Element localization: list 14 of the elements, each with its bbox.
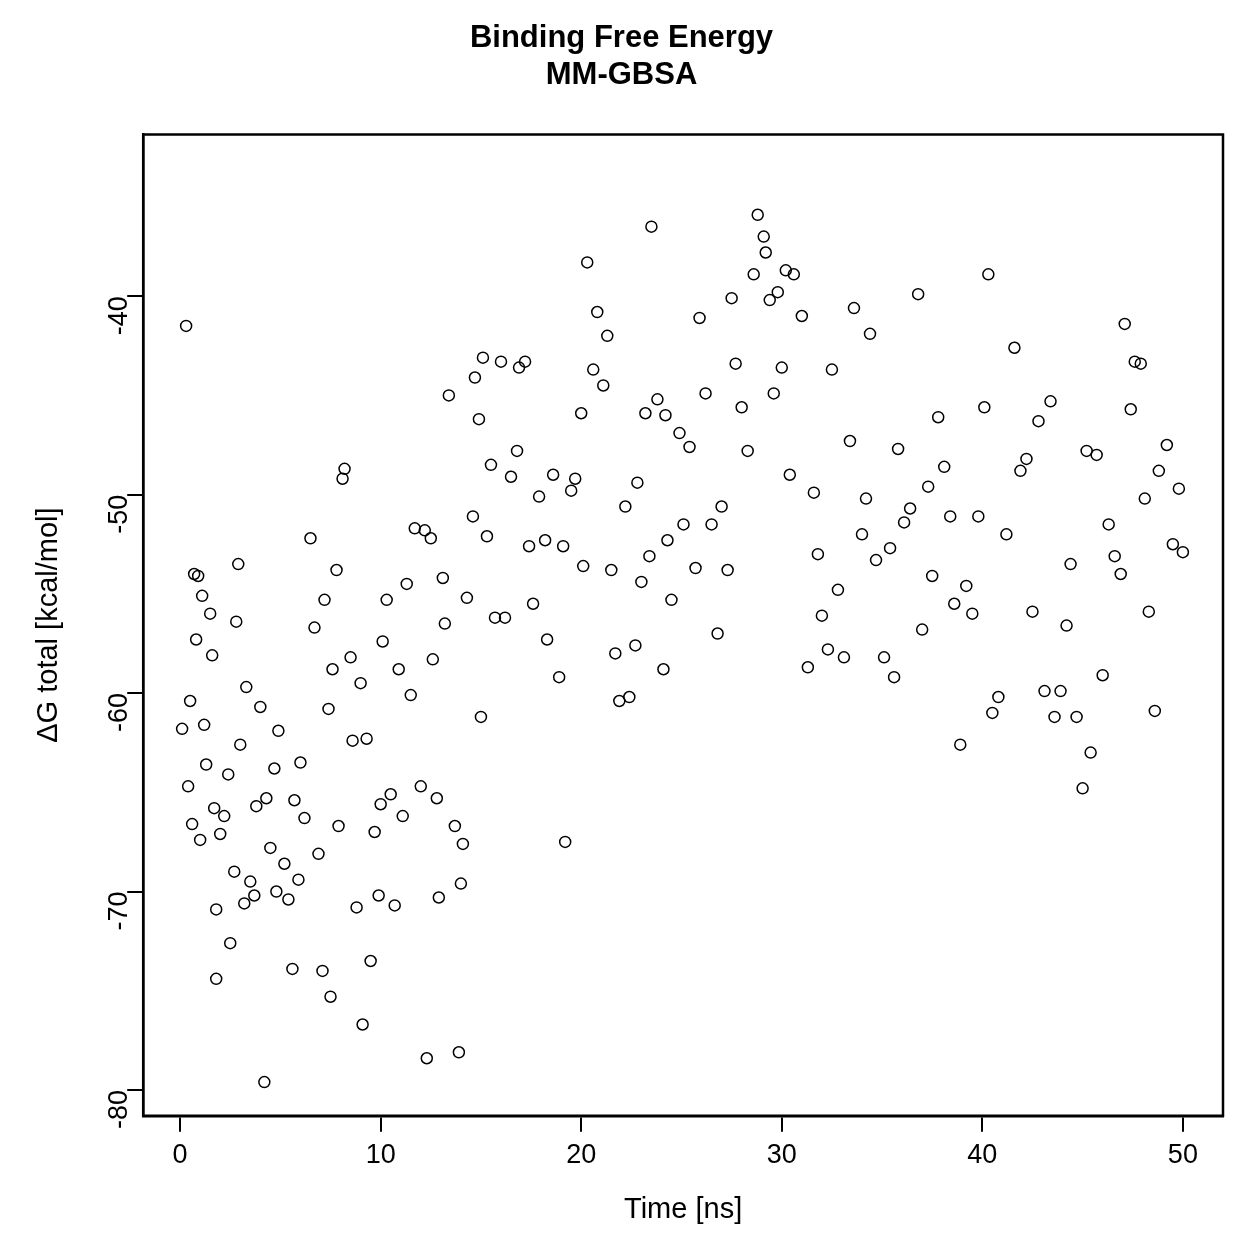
- x-tick-label: 0: [172, 1139, 188, 1170]
- x-tick-label: 30: [766, 1139, 797, 1170]
- y-tick-label: -40: [102, 296, 133, 336]
- x-axis-title: Time [ns]: [624, 1191, 743, 1224]
- chart-title: Binding Free Energy MM-GBSA: [469, 19, 774, 92]
- y-tick-label: -60: [102, 693, 133, 733]
- y-tick-label: -80: [102, 1090, 133, 1130]
- y-tick-label: -70: [102, 891, 133, 931]
- x-tick-label: 40: [967, 1139, 998, 1170]
- x-tick-label: 50: [1167, 1139, 1198, 1170]
- y-tick-label: -50: [102, 494, 133, 534]
- y-axis-title: ΔG total [kcal/mol]: [31, 507, 64, 743]
- x-tick-label: 20: [566, 1139, 597, 1170]
- x-tick-label: 10: [365, 1139, 396, 1170]
